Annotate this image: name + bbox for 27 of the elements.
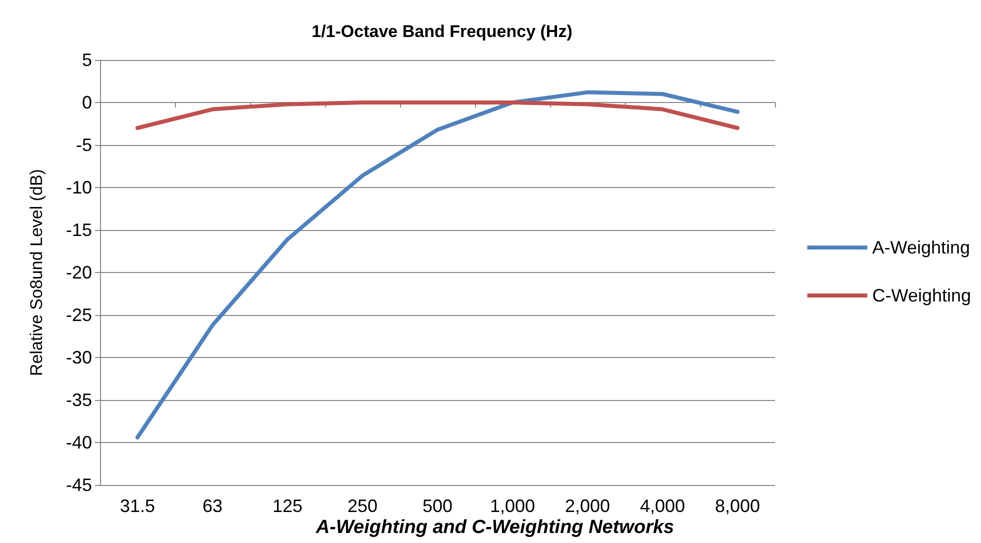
y-tick-label: 5 [82,50,92,70]
line-series [136,90,740,440]
y-tick-label: -10 [66,178,92,198]
line-series [136,100,740,130]
x-axis-title: 1/1-Octave Band Frequency (Hz) [312,22,572,41]
y-tick-label: -35 [66,390,92,410]
y-tick-label: -5 [76,135,92,155]
x-tick-label: 125 [272,496,303,516]
legend-label: A-Weighting [872,238,970,258]
text: A-Weighting and C-Weighting Networks [314,517,674,538]
y-tick-label: -20 [66,262,92,282]
y-tick-label: -40 [66,432,92,452]
x-tick-label: 1,000 [490,496,536,516]
y-tick-label: -45 [66,475,92,495]
y-axis-title: Relative So8und Level (dB) [27,169,46,376]
y-tick-label: 0 [82,92,92,112]
x-tick-label: 4,000 [640,496,686,516]
x-tick-label: 8,000 [714,496,760,516]
legend-label: C-Weighting [872,286,972,306]
y-tick-label: -15 [66,220,92,240]
y-tick-label: -25 [66,305,92,325]
x-tick-label: 250 [347,496,378,516]
x-tick-label: 63 [202,496,223,516]
x-tick-label: 2,000 [564,496,610,516]
x-tick-label: 500 [422,496,453,516]
y-tick-label: -30 [66,348,92,368]
x-tick-label: 31.5 [120,496,156,516]
